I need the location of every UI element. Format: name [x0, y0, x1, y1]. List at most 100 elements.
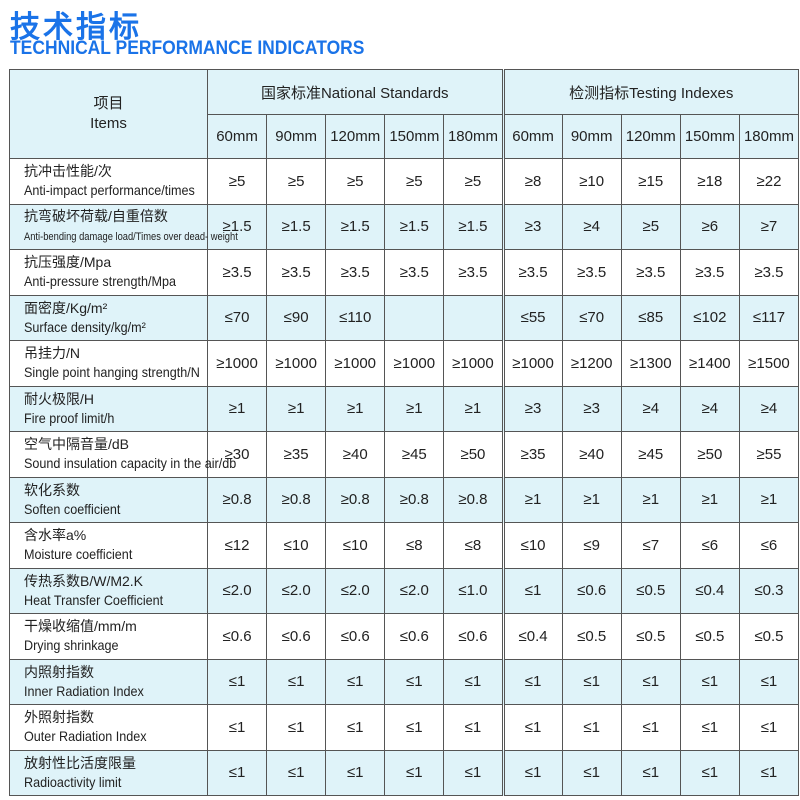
testing-value: ≥3.5 — [561, 249, 622, 296]
testing-value: ≤0.3 — [738, 567, 800, 614]
testing-value: ≤1 — [738, 658, 800, 705]
testing-value: ≤1 — [620, 749, 681, 796]
national-value: ≥3.5 — [384, 249, 445, 296]
item-cn: 面密度/Kg/m² — [24, 299, 108, 316]
national-value: ≤1 — [443, 704, 504, 751]
table-row: 面密度/Kg/m² Surface density/kg/m² ≤70 ≤90 ≤110… — [9, 294, 800, 341]
national-value: ≥5 — [325, 158, 386, 205]
national-value: ≤2.0 — [325, 567, 386, 614]
testing-value: ≥1 — [738, 476, 800, 523]
testing-value: ≤1 — [501, 658, 563, 705]
national-value: ≤2.0 — [206, 567, 268, 614]
item-en: Anti-pressure strength/Mpa — [24, 273, 176, 290]
item-en: Heat Transfer Coefficient — [24, 591, 164, 608]
table-row: 空气中隔音量/dB Sound insulation capacity in th… — [9, 431, 800, 478]
item-cn: 抗压强度/Mpa — [24, 254, 112, 271]
national-value: ≤0.6 — [384, 613, 445, 660]
testing-value: ≥1200 — [561, 340, 622, 387]
testing-value: ≥1 — [561, 476, 622, 523]
testing-value: ≥7 — [738, 203, 800, 250]
testing-value: ≥1 — [679, 476, 740, 523]
testing-value: ≤1 — [501, 704, 563, 751]
national-value: ≥5 — [206, 158, 268, 205]
size-header: 90mm — [561, 114, 622, 159]
testing-value: ≥15 — [620, 158, 681, 205]
item-label: 抗弯破坏荷载/自重倍数 Anti-bending damage load/Time… — [9, 203, 238, 250]
national-value: ≥0.8 — [266, 476, 327, 523]
testing-value: ≥3.5 — [620, 249, 681, 296]
item-label: 软化系数 Soften coefficient — [9, 476, 208, 523]
table-row: 内照射指数 Inner Radiation Index ≤1 ≤1 ≤1 ≤1 ≤1 ≤1 ≤1… — [9, 658, 800, 705]
testing-value: ≥6 — [679, 203, 740, 250]
item-cn: 放射性比活度限量 — [24, 754, 136, 771]
national-value: ≥40 — [325, 431, 386, 478]
testing-value: ≤1 — [561, 704, 622, 751]
size-header: 60mm — [501, 114, 563, 159]
testing-value: ≤117 — [738, 294, 800, 341]
national-value: ≥0.8 — [206, 476, 268, 523]
testing-value: ≤10 — [501, 522, 563, 569]
national-value: ≤1 — [384, 658, 445, 705]
national-value: ≤1 — [266, 658, 327, 705]
item-label: 放射性比活度限量 Radioactivity limit — [9, 749, 208, 796]
national-value: ≥1000 — [384, 340, 445, 387]
item-cn: 外照射指数 — [24, 709, 94, 726]
testing-value: ≥1000 — [501, 340, 563, 387]
testing-value: ≤9 — [561, 522, 622, 569]
item-cn: 软化系数 — [24, 481, 80, 498]
national-value: ≥1 — [443, 385, 504, 432]
national-value: ≤10 — [266, 522, 327, 569]
national-value: ≥0.8 — [443, 476, 504, 523]
item-en: Inner Radiation Index — [24, 682, 144, 699]
item-label: 外照射指数 Outer Radiation Index — [9, 704, 208, 751]
national-value: ≤1 — [443, 658, 504, 705]
title-english: TECHNICAL PERFORMANCE INDICATORS — [10, 38, 365, 59]
item-label: 抗冲击性能/次 Anti-impact performance/times — [9, 158, 208, 205]
national-value: ≤110 — [325, 294, 386, 341]
national-value: ≤70 — [206, 294, 268, 341]
table-row: 耐火极限/H Fire proof limit/h ≥1 ≥1 ≥1 ≥1 ≥1 ≥3 ≥3 ≥4… — [9, 385, 800, 432]
testing-value: ≤1 — [561, 658, 622, 705]
table-row: 抗压强度/Mpa Anti-pressure strength/Mpa ≥3.5 ≥3… — [9, 249, 800, 296]
table-row: 含水率a% Moisture coefficient ≤12 ≤10 ≤10 ≤8 ≤8 ≤1… — [9, 522, 800, 569]
testing-value: ≥3.5 — [679, 249, 740, 296]
testing-value: ≤1 — [738, 704, 800, 751]
national-value: ≤1 — [443, 749, 504, 796]
testing-value: ≤7 — [620, 522, 681, 569]
testing-value: ≤1 — [561, 749, 622, 796]
national-value: ≥45 — [384, 431, 445, 478]
table-row: 外照射指数 Outer Radiation Index ≤1 ≤1 ≤1 ≤1 ≤1 ≤1 ≤1… — [9, 704, 800, 751]
national-value: ≤1 — [325, 658, 386, 705]
size-header: 90mm — [266, 114, 327, 159]
national-value: ≤0.6 — [325, 613, 386, 660]
national-value: ≥3.5 — [206, 249, 268, 296]
testing-value: ≤0.6 — [561, 567, 622, 614]
item-cn: 抗冲击性能/次 — [24, 163, 112, 180]
item-en: Fire proof limit/h — [24, 409, 115, 426]
item-en: Surface density/kg/m² — [24, 318, 146, 335]
size-header: 150mm — [679, 114, 740, 159]
testing-value: ≤55 — [501, 294, 563, 341]
testing-value: ≤1 — [501, 567, 563, 614]
national-value: ≤8 — [384, 522, 445, 569]
item-en: Sound insulation capacity in the air/db — [24, 455, 237, 472]
national-value: ≤0.6 — [206, 613, 268, 660]
testing-value: ≥4 — [561, 203, 622, 250]
national-value: ≤1 — [266, 704, 327, 751]
item-cn: 空气中隔音量/dB — [24, 436, 130, 453]
national-value: ≤8 — [443, 522, 504, 569]
testing-value: ≤1 — [620, 658, 681, 705]
testing-value: ≥50 — [679, 431, 740, 478]
table-row: 放射性比活度限量 Radioactivity limit ≤1 ≤1 ≤1 ≤1 ≤1 ≤1 ≤… — [9, 749, 800, 796]
table-row: 传热系数B/W/M2.K Heat Transfer Coefficient ≤2.… — [9, 567, 800, 614]
testing-value: ≤1 — [501, 749, 563, 796]
size-header: 150mm — [384, 114, 445, 159]
national-value: ≤1 — [325, 704, 386, 751]
item-label: 干燥收缩值/mm/m Drying shrinkage — [9, 613, 208, 660]
testing-value: ≥40 — [561, 431, 622, 478]
testing-value: ≤0.5 — [561, 613, 622, 660]
item-cn: 抗弯破坏荷载/自重倍数 — [24, 207, 168, 224]
national-value: ≥1.5 — [443, 203, 504, 250]
item-label: 抗压强度/Mpa Anti-pressure strength/Mpa — [9, 249, 208, 296]
item-en: Soften coefficient — [24, 500, 121, 517]
